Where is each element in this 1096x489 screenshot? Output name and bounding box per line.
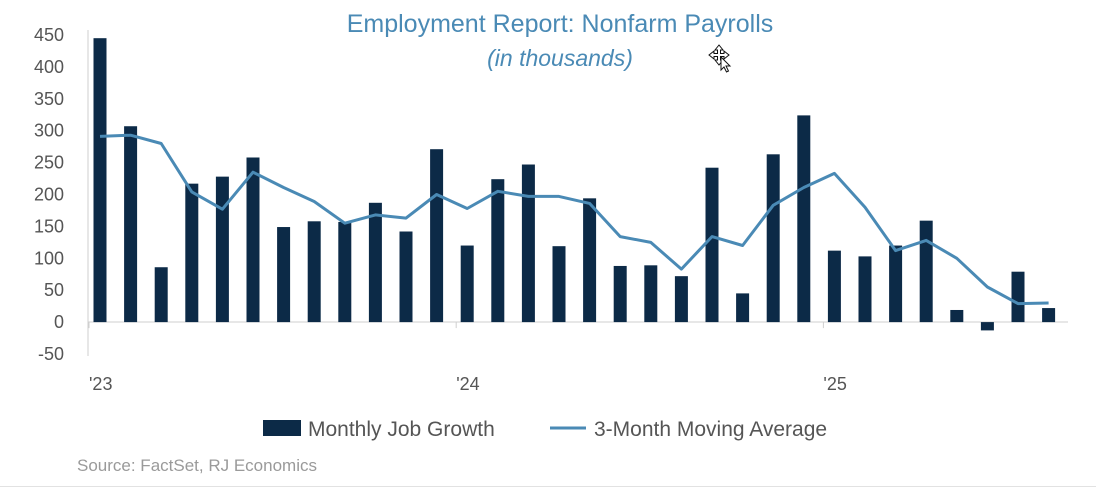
bar-21 [705,167,719,323]
bar-26 [858,256,872,323]
bar-24 [797,115,811,323]
bar-8 [307,221,321,323]
legend-label-line: 3-Month Moving Average [594,418,827,441]
bar-32 [1042,308,1056,323]
y-tick-label: 0 [54,312,64,332]
y-tick-label: 100 [34,248,64,268]
bar-13 [460,245,474,323]
x-tick-label: '23 [89,374,112,394]
bar-15 [521,164,535,323]
bar-31 [1011,271,1025,323]
y-tick-label: -50 [38,344,64,364]
y-tick-label: 50 [44,280,64,300]
bar-14 [491,179,505,323]
y-tick-label: 450 [34,25,64,45]
bar-4 [185,183,199,323]
bar-9 [338,221,352,323]
x-axis: '23 '24 '25 [88,322,847,394]
legend: Monthly Job Growth 3-Month Moving Averag… [263,418,827,441]
bar-23 [766,154,780,323]
bar-28 [919,220,933,323]
bar-series [93,38,1056,331]
bar-11 [399,231,413,323]
y-tick-label: 300 [34,121,64,141]
y-tick-label: 350 [34,89,64,109]
bottom-divider [0,486,1096,487]
bar-20 [674,276,688,323]
chart-subtitle: (in thousands) [487,45,633,71]
source-note: Source: FactSet, RJ Economics [77,456,317,475]
bar-10 [368,202,382,323]
bar-25 [827,250,841,323]
x-tick-label: '24 [456,374,479,394]
bar-17 [583,198,597,323]
chart-title: Employment Report: Nonfarm Payrolls [347,10,774,38]
bar-7 [277,227,291,323]
bar-29 [950,309,964,323]
y-axis: -50 0 50 100 150 200 250 300 350 400 450 [34,25,64,364]
bar-12 [430,149,444,323]
legend-swatch-bar [263,420,301,436]
bar-2 [124,126,138,323]
y-tick-label: 250 [34,153,64,173]
move-cursor-icon [708,44,732,73]
bar-22 [736,293,750,323]
moving-average-line [99,133,1049,306]
bar-27 [889,245,903,323]
y-tick-label: 400 [34,57,64,77]
y-tick-label: 150 [34,216,64,236]
legend-label-bar: Monthly Job Growth [308,418,495,441]
bar-16 [552,246,566,323]
x-tick-label: '25 [823,374,846,394]
bar-1 [93,38,107,323]
bar-6 [246,157,260,323]
bar-19 [644,265,658,323]
bar-30 [980,322,994,331]
bar-3 [154,267,168,323]
bar-5 [215,176,229,323]
bar-18 [613,265,627,323]
y-tick-label: 200 [34,185,64,205]
